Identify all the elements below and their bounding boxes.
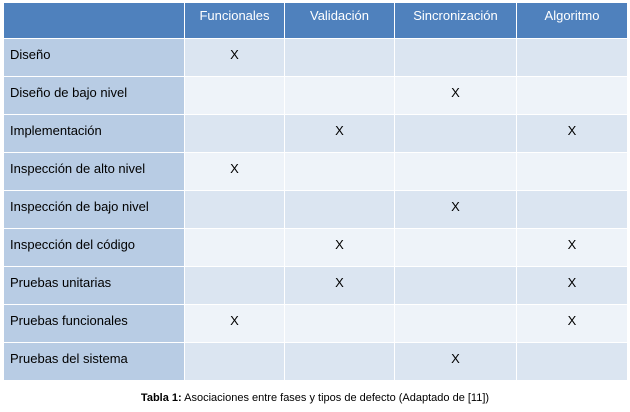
mark-cell: X — [184, 304, 285, 343]
mark-cell: X — [284, 266, 395, 305]
mark-cell — [184, 76, 285, 115]
table-row: Implementación X X — [3, 114, 628, 153]
phase-label: Pruebas funcionales — [3, 304, 185, 343]
phase-label: Inspección de bajo nivel — [3, 190, 185, 229]
mark-cell — [284, 190, 395, 229]
table-body: Diseño X Diseño de bajo nivel X Implemen… — [3, 38, 628, 381]
phase-label: Diseño de bajo nivel — [3, 76, 185, 115]
mark-cell: X — [516, 228, 628, 267]
table-row: Inspección del código X X — [3, 228, 628, 267]
mark-cell — [394, 304, 517, 343]
phase-label: Implementación — [3, 114, 185, 153]
table-row: Pruebas unitarias X X — [3, 266, 628, 305]
caption-label: Tabla 1: — [140, 392, 182, 404]
mark-cell — [284, 152, 395, 191]
header-algoritmo: Algoritmo — [516, 2, 628, 39]
mark-cell — [394, 152, 517, 191]
header-sincronizacion: Sincronización — [394, 2, 517, 39]
mark-cell — [184, 228, 285, 267]
mark-cell — [394, 114, 517, 153]
mark-cell: X — [284, 228, 395, 267]
mark-cell — [516, 190, 628, 229]
mark-cell: X — [284, 114, 395, 153]
mark-cell: X — [394, 190, 517, 229]
phase-label: Pruebas del sistema — [3, 342, 185, 381]
mark-cell — [184, 190, 285, 229]
mark-cell: X — [516, 114, 628, 153]
phase-label: Pruebas unitarias — [3, 266, 185, 305]
mark-cell: X — [184, 38, 285, 77]
phase-label: Inspección del código — [3, 228, 185, 267]
table-row: Inspección de alto nivel X — [3, 152, 628, 191]
mark-cell: X — [394, 342, 517, 381]
header-funcionales: Funcionales — [184, 2, 285, 39]
defect-association-table-container: Funcionales Validación Sincronización Al… — [3, 2, 628, 381]
table-caption: Tabla 1: Asociaciones entre fases y tipo… — [0, 392, 630, 404]
table-row: Pruebas funcionales X X — [3, 304, 628, 343]
mark-cell — [184, 342, 285, 381]
table-row: Inspección de bajo nivel X — [3, 190, 628, 229]
mark-cell — [516, 342, 628, 381]
caption-text: Asociaciones entre fases y tipos de defe… — [181, 392, 490, 404]
phase-label: Diseño — [3, 38, 185, 77]
mark-cell — [516, 76, 628, 115]
mark-cell — [284, 76, 395, 115]
mark-cell — [516, 38, 628, 77]
mark-cell — [516, 152, 628, 191]
header-row: Funcionales Validación Sincronización Al… — [3, 2, 628, 39]
mark-cell — [394, 266, 517, 305]
mark-cell — [394, 228, 517, 267]
mark-cell: X — [516, 266, 628, 305]
mark-cell: X — [516, 304, 628, 343]
defect-association-table: Funcionales Validación Sincronización Al… — [3, 2, 628, 381]
mark-cell — [284, 38, 395, 77]
mark-cell — [184, 114, 285, 153]
header-corner-cell — [3, 2, 185, 39]
mark-cell — [184, 266, 285, 305]
table-row: Diseño de bajo nivel X — [3, 76, 628, 115]
table-header: Funcionales Validación Sincronización Al… — [3, 2, 628, 39]
header-validacion: Validación — [284, 2, 395, 39]
table-row: Pruebas del sistema X — [3, 342, 628, 381]
mark-cell: X — [184, 152, 285, 191]
mark-cell — [284, 342, 395, 381]
table-row: Diseño X — [3, 38, 628, 77]
mark-cell: X — [394, 76, 517, 115]
mark-cell — [284, 304, 395, 343]
mark-cell — [394, 38, 517, 77]
phase-label: Inspección de alto nivel — [3, 152, 185, 191]
